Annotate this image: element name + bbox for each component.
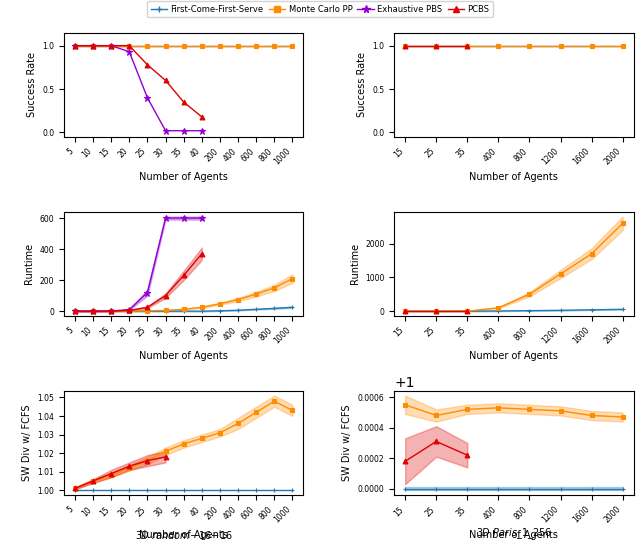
Y-axis label: Runtime: Runtime bbox=[349, 243, 360, 285]
X-axis label: Number of Agents: Number of Agents bbox=[470, 351, 558, 361]
Y-axis label: SW Div w/ FCFS: SW Div w/ FCFS bbox=[22, 405, 32, 481]
Legend: First-Come-First-Serve, Monte Carlo PP, Exhaustive PBS, PCBS: First-Come-First-Serve, Monte Carlo PP, … bbox=[147, 2, 493, 17]
X-axis label: Number of Agents: Number of Agents bbox=[470, 530, 558, 540]
X-axis label: Number of Agents: Number of Agents bbox=[140, 351, 228, 361]
Text: $\mathbf{\it{3D\ Paris\_1\_256}}$: $\mathbf{\it{3D\ Paris\_1\_256}}$ bbox=[476, 527, 552, 541]
X-axis label: Number of Agents: Number of Agents bbox=[140, 530, 228, 540]
X-axis label: Number of Agents: Number of Agents bbox=[470, 172, 558, 182]
Text: $\mathbf{\it{3D\ random\!-\!16\!-\!16}}$: $\mathbf{\it{3D\ random\!-\!16\!-\!16}}$ bbox=[134, 529, 233, 541]
Y-axis label: Runtime: Runtime bbox=[24, 243, 34, 285]
Y-axis label: SW Div w/ FCFS: SW Div w/ FCFS bbox=[342, 405, 352, 481]
Y-axis label: Success Rate: Success Rate bbox=[357, 52, 367, 117]
Y-axis label: Success Rate: Success Rate bbox=[27, 52, 36, 117]
X-axis label: Number of Agents: Number of Agents bbox=[140, 172, 228, 182]
